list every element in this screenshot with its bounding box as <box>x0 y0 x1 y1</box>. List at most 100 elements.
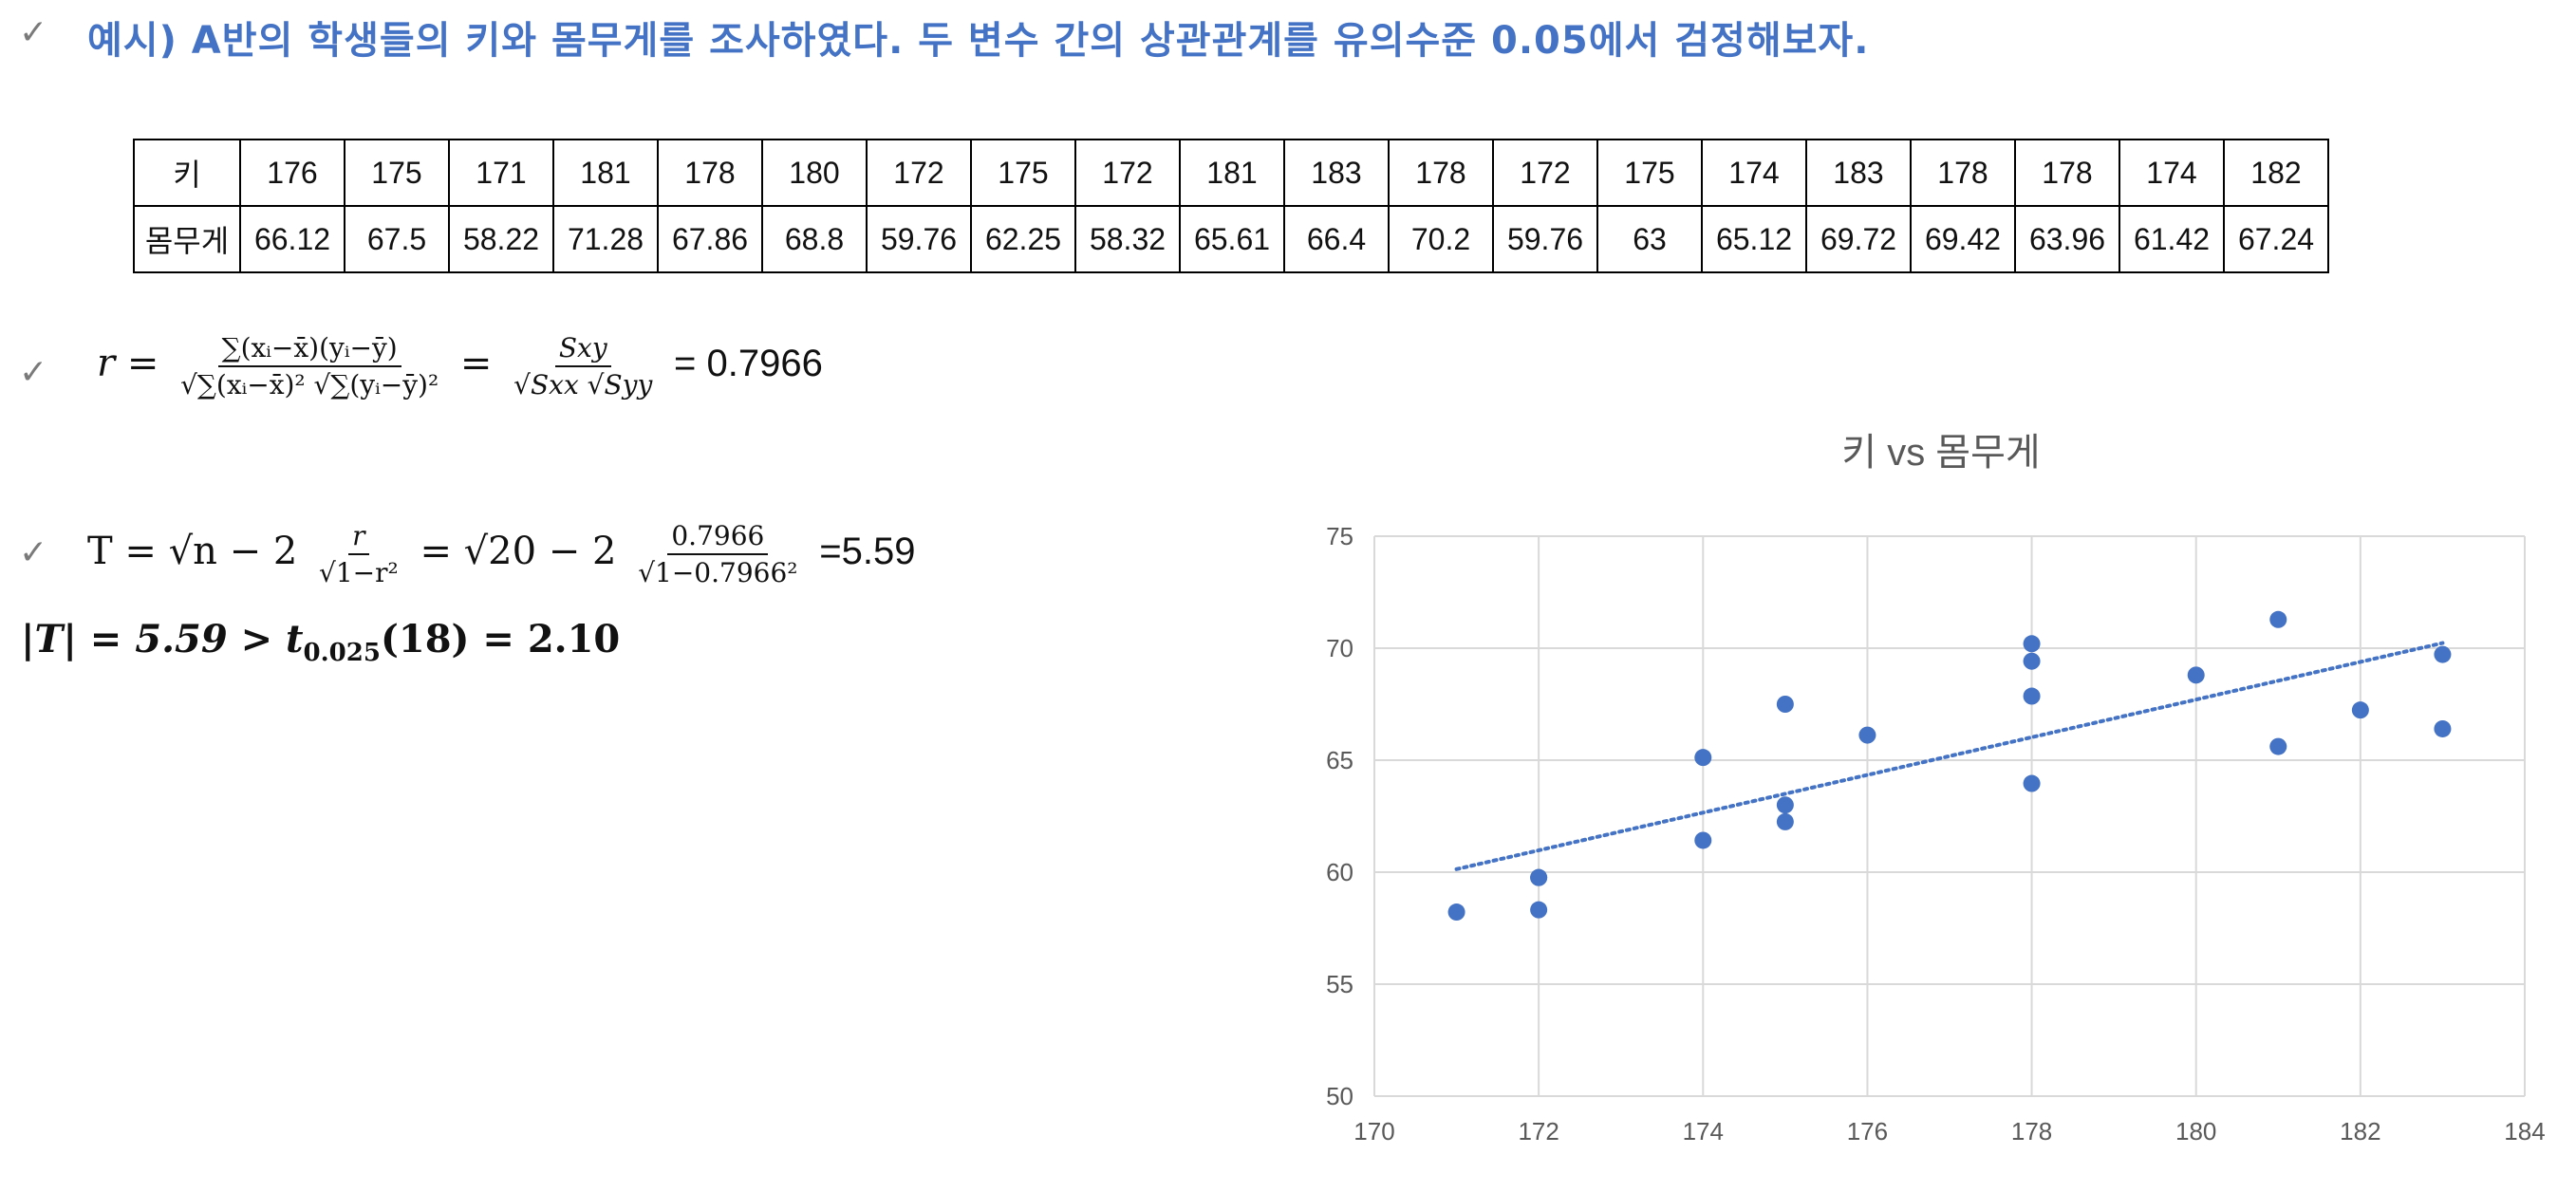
height-cell: 175 <box>1596 139 1703 207</box>
data-point <box>2434 645 2452 663</box>
data-point <box>2023 652 2041 670</box>
weight-cell: 69.42 <box>1910 205 2016 273</box>
height-cell: 183 <box>1805 139 1912 207</box>
row-header-height: 키 <box>133 139 241 207</box>
t-statistic-formula: T = √n − 2 r √1−r² = √20 − 2 0.7966 √1−0… <box>87 520 915 588</box>
height-cell: 181 <box>1179 139 1285 207</box>
formula-r-result: = 0.7966 <box>674 343 823 384</box>
height-cell: 174 <box>2119 139 2225 207</box>
y-tick-label: 55 <box>1326 970 1353 998</box>
chart-points <box>1447 610 2452 922</box>
weight-cell: 70.2 <box>1388 205 1494 273</box>
conclusion-t: t <box>286 617 304 661</box>
equals-sign: = <box>459 342 493 385</box>
y-tick-label: 50 <box>1326 1082 1353 1110</box>
data-point <box>1447 903 1465 922</box>
page-heading: 예시) A반의 학생들의 키와 몸무게를 조사하였다. 두 변수 간의 상관관계… <box>87 19 1870 63</box>
denominator: √1−0.7966² <box>638 557 798 588</box>
height-cell: 175 <box>970 139 1076 207</box>
weight-cell: 63.96 <box>2014 205 2120 273</box>
weight-cell: 58.32 <box>1074 205 1181 273</box>
weight-cell: 65.12 <box>1701 205 1807 273</box>
conclusion-left: |T| = 5.59 > <box>21 617 273 661</box>
data-point <box>1530 868 1548 886</box>
numerator: 0.7966 <box>667 520 769 555</box>
weight-cell: 63 <box>1596 205 1703 273</box>
height-cell: 178 <box>1388 139 1494 207</box>
fraction: 0.7966 √1−0.7966² <box>634 520 801 588</box>
weight-cell: 58.22 <box>448 205 554 273</box>
data-point <box>1776 812 1794 830</box>
weight-cell: 61.42 <box>2119 205 2225 273</box>
numerator: ∑(xᵢ−x̄)(yᵢ−ȳ) <box>217 332 401 367</box>
weight-cell: 67.5 <box>344 205 450 273</box>
formula-r-lhs: r = <box>97 342 159 385</box>
numerator: Sxy <box>554 332 611 367</box>
chart-title: 키 vs 몸무게 <box>1841 432 2040 474</box>
height-cell: 178 <box>1910 139 2016 207</box>
x-tick-label: 170 <box>1353 1117 1394 1145</box>
data-point <box>2269 610 2287 628</box>
height-cell: 174 <box>1701 139 1807 207</box>
weight-cell: 59.76 <box>866 205 972 273</box>
x-tick-label: 182 <box>2340 1117 2380 1145</box>
height-cell: 175 <box>344 139 450 207</box>
fraction: Sxy √Sxx √Syy <box>510 332 656 400</box>
data-point <box>1694 831 1712 849</box>
weight-cell: 67.86 <box>657 205 763 273</box>
weight-cell: 68.8 <box>761 205 868 273</box>
conclusion-line: |T| = 5.59 > t0.025(18) = 2.10 <box>21 617 620 667</box>
weight-cell: 66.4 <box>1283 205 1390 273</box>
conclusion-sub: 0.025 <box>303 639 381 667</box>
denominator: √∑(xᵢ−x̄)² √∑(yᵢ−ȳ)² <box>180 369 439 400</box>
weight-cell: 71.28 <box>552 205 659 273</box>
x-tick-label: 180 <box>2175 1117 2216 1145</box>
weight-cell: 67.24 <box>2223 205 2329 273</box>
height-cell: 180 <box>761 139 868 207</box>
data-point <box>1694 749 1712 767</box>
numerator: r <box>348 520 369 555</box>
data-point <box>1530 901 1548 919</box>
data-table: 키 176 175 171 181 178 180 172 175 172 181 183 178 17… <box>133 139 2329 273</box>
data-point <box>2269 737 2287 755</box>
height-cell: 172 <box>1492 139 1598 207</box>
x-tick-label: 184 <box>2504 1117 2545 1145</box>
denominator: √1−r² <box>319 557 399 588</box>
x-tick-label: 176 <box>1847 1117 1888 1145</box>
data-point <box>1776 696 1794 713</box>
height-cell: 172 <box>1074 139 1181 207</box>
row-header-weight: 몸무게 <box>133 205 241 273</box>
data-point <box>2434 719 2452 737</box>
formula-t-lhs: T = √n − 2 <box>87 530 298 573</box>
conclusion-right: (18) = 2.10 <box>380 617 621 661</box>
data-point <box>1858 726 1876 744</box>
denominator: √Sxx √Syy <box>513 369 653 400</box>
height-cell: 183 <box>1283 139 1390 207</box>
height-cell: 182 <box>2223 139 2329 207</box>
data-point <box>1776 796 1794 814</box>
check-icon: ✓ <box>19 13 48 52</box>
chart-ticks: 170 172 174 176 178 180 182 184 50 55 60 65 70 75 <box>1326 522 2546 1145</box>
data-point <box>2023 774 2041 792</box>
height-cell: 178 <box>657 139 763 207</box>
height-cell: 171 <box>448 139 554 207</box>
data-point <box>2351 701 2369 719</box>
trendline <box>1454 641 2445 871</box>
data-point <box>2023 687 2041 705</box>
height-cell: 176 <box>239 139 345 207</box>
data-point <box>2187 666 2205 684</box>
table-row-weight: 몸무게 66.12 67.5 58.22 71.28 67.86 68.8 59.76 62.… <box>133 205 2329 273</box>
correlation-formula: r = ∑(xᵢ−x̄)(yᵢ−ȳ) √∑(xᵢ−x̄)² √∑(yᵢ−ȳ)² … <box>97 332 823 400</box>
weight-cell: 66.12 <box>239 205 345 273</box>
y-tick-label: 65 <box>1326 746 1353 774</box>
y-tick-label: 60 <box>1326 858 1353 886</box>
weight-cell: 62.25 <box>970 205 1076 273</box>
y-tick-label: 70 <box>1326 634 1353 662</box>
x-tick-label: 178 <box>2011 1117 2052 1145</box>
x-tick-label: 174 <box>1683 1117 1724 1145</box>
data-point <box>2023 635 2041 653</box>
height-cell: 178 <box>2014 139 2120 207</box>
scatter-chart: 키 vs 몸무게 170 172 174 176 178 180 182 184 50 55 60 6… <box>1326 432 2546 1145</box>
weight-cell: 65.61 <box>1179 205 1285 273</box>
weight-cell: 69.72 <box>1805 205 1912 273</box>
